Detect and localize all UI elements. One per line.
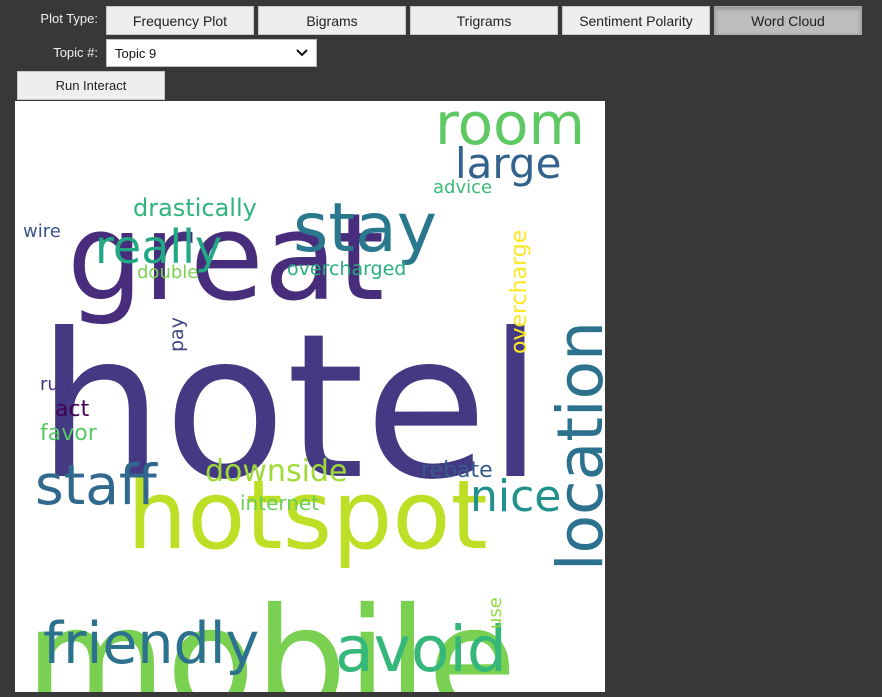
word-cloud-button[interactable]: Word Cloud xyxy=(714,6,862,35)
cloud-word-nice: nice xyxy=(470,471,561,522)
cloud-word-really: really xyxy=(95,220,222,274)
cloud-word-downside: downside xyxy=(205,454,347,489)
cloud-word-stay: stay xyxy=(293,189,437,268)
word-cloud-image: hotel mobile great hotspot location stay room f… xyxy=(15,101,605,692)
frequency-plot-button[interactable]: Frequency Plot xyxy=(106,6,254,35)
cloud-word-hotspot: hotspot xyxy=(127,461,488,571)
trigrams-button[interactable]: Trigrams xyxy=(410,6,558,35)
topic-select[interactable]: Topic 9 xyxy=(106,39,317,67)
cloud-word-mobile: mobile xyxy=(25,577,517,692)
word-cloud-canvas: hotel mobile great hotspot location stay room f… xyxy=(23,101,605,692)
cloud-word-overcharge: overcharge xyxy=(507,230,532,354)
cloud-word-wire: wire xyxy=(23,221,61,242)
cloud-word-great: great xyxy=(67,189,384,328)
cloud-word-room: room xyxy=(435,101,585,158)
plot-type-toggle-group: Frequency Plot Bigrams Trigrams Sentimen… xyxy=(106,6,862,35)
cloud-word-large: large xyxy=(455,139,561,188)
cloud-word-drastically: drastically xyxy=(133,194,257,222)
bigrams-button[interactable]: Bigrams xyxy=(258,6,406,35)
topic-label: Topic #: xyxy=(53,45,98,60)
cloud-word-advice: advice xyxy=(433,177,492,198)
cloud-word-avoid: avoid xyxy=(335,613,507,686)
cloud-word-internet: internet xyxy=(240,491,319,515)
cloud-word-rebate: rebate xyxy=(421,458,493,483)
sentiment-polarity-button[interactable]: Sentiment Polarity xyxy=(562,6,710,35)
cloud-word-friendly: friendly xyxy=(43,611,259,677)
cloud-word-location: location xyxy=(544,321,605,571)
topic-select-value: Topic 9 xyxy=(115,45,157,61)
cloud-word-run: run xyxy=(40,374,70,395)
run-interact-button[interactable]: Run Interact xyxy=(17,71,165,100)
plot-type-label: Plot Type: xyxy=(40,11,98,26)
cloud-word-double: double xyxy=(137,262,198,283)
cloud-word-pay: pay xyxy=(166,317,188,352)
cloud-word-overcharged: overcharged xyxy=(287,258,406,280)
cloud-word-act: act xyxy=(55,397,90,422)
cloud-word-hotel: hotel xyxy=(37,291,543,524)
cloud-word-staff: staff xyxy=(35,453,158,517)
cloud-word-favor: favor xyxy=(40,421,98,446)
cloud-word-use: use xyxy=(485,597,506,629)
chevron-down-icon xyxy=(296,49,308,57)
